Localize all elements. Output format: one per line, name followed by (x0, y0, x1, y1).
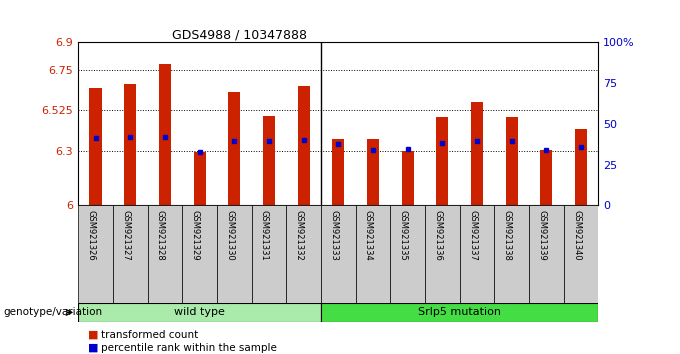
FancyBboxPatch shape (529, 205, 564, 303)
Text: GSM921340: GSM921340 (572, 210, 581, 261)
FancyBboxPatch shape (356, 205, 390, 303)
FancyBboxPatch shape (78, 303, 321, 322)
FancyBboxPatch shape (564, 205, 598, 303)
Bar (541, 150, 552, 205)
Text: GSM921338: GSM921338 (503, 210, 511, 261)
Bar (228, 92, 240, 205)
Bar (575, 129, 587, 205)
Text: genotype/variation: genotype/variation (3, 307, 103, 318)
FancyBboxPatch shape (494, 205, 529, 303)
Bar (402, 151, 413, 205)
FancyBboxPatch shape (148, 205, 182, 303)
FancyBboxPatch shape (286, 205, 321, 303)
Text: GSM921333: GSM921333 (329, 210, 338, 261)
FancyBboxPatch shape (182, 205, 217, 303)
Text: GSM921331: GSM921331 (260, 210, 269, 261)
FancyBboxPatch shape (113, 205, 148, 303)
Bar (263, 116, 275, 205)
Text: GSM921329: GSM921329 (190, 210, 200, 261)
Bar (298, 86, 309, 205)
Bar (90, 88, 101, 205)
Text: wild type: wild type (174, 307, 225, 318)
FancyBboxPatch shape (252, 205, 286, 303)
Text: GDS4988 / 10347888: GDS4988 / 10347888 (172, 28, 307, 41)
Text: GSM921330: GSM921330 (225, 210, 234, 261)
Text: transformed count: transformed count (101, 330, 198, 339)
Bar (124, 84, 136, 205)
FancyBboxPatch shape (321, 205, 356, 303)
FancyBboxPatch shape (217, 205, 252, 303)
Text: GSM921332: GSM921332 (294, 210, 303, 261)
Text: GSM921339: GSM921339 (537, 210, 546, 261)
Text: ■: ■ (88, 343, 99, 353)
FancyBboxPatch shape (78, 205, 113, 303)
Text: GSM921326: GSM921326 (86, 210, 95, 261)
FancyBboxPatch shape (390, 205, 425, 303)
Text: GSM921337: GSM921337 (468, 210, 477, 261)
Text: GSM921327: GSM921327 (121, 210, 130, 261)
Bar (471, 102, 483, 205)
Text: GSM921335: GSM921335 (398, 210, 407, 261)
Bar (159, 64, 171, 205)
Text: GSM921336: GSM921336 (433, 210, 442, 261)
FancyBboxPatch shape (425, 205, 460, 303)
Bar (333, 139, 344, 205)
FancyBboxPatch shape (321, 303, 598, 322)
FancyBboxPatch shape (460, 205, 494, 303)
Text: percentile rank within the sample: percentile rank within the sample (101, 343, 277, 353)
Bar (506, 117, 517, 205)
Text: GSM921334: GSM921334 (364, 210, 373, 261)
Bar (367, 139, 379, 205)
Text: ■: ■ (88, 330, 99, 339)
Text: Srlp5 mutation: Srlp5 mutation (418, 307, 501, 318)
Bar (437, 117, 448, 205)
Text: GSM921328: GSM921328 (156, 210, 165, 261)
Bar (194, 152, 205, 205)
